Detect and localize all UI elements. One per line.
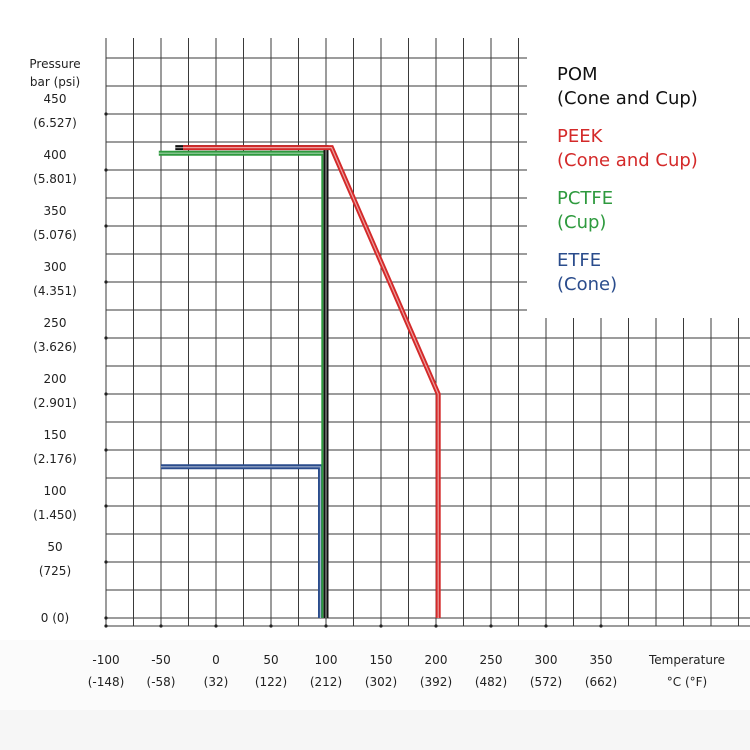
x-tick-dot bbox=[599, 624, 603, 628]
x-tick-label: 0 bbox=[212, 653, 220, 667]
x-tick-label-fahrenheit: (32) bbox=[204, 675, 229, 689]
x-tick-label: -50 bbox=[151, 653, 171, 667]
x-tick-label-fahrenheit: (572) bbox=[530, 675, 562, 689]
x-tick-label: 250 bbox=[480, 653, 503, 667]
y-tick-dot bbox=[104, 336, 108, 340]
x-tick-dot bbox=[379, 624, 383, 628]
y-tick-label: 0 (0) bbox=[41, 611, 69, 625]
y-axis-label-line1: Pressure bbox=[29, 57, 80, 71]
y-tick-label-psi: (725) bbox=[39, 564, 71, 578]
x-tick-label-fahrenheit: (302) bbox=[365, 675, 397, 689]
y-tick-label-psi: (3.626) bbox=[33, 340, 77, 354]
y-tick-label: 50 bbox=[47, 540, 62, 554]
x-tick-label: 300 bbox=[535, 653, 558, 667]
legend-box bbox=[527, 38, 750, 318]
x-tick-dot bbox=[104, 624, 108, 628]
x-tick-dot bbox=[544, 624, 548, 628]
y-tick-label-psi: (2.901) bbox=[33, 396, 77, 410]
y-axis-label-line2: bar (psi) bbox=[30, 75, 80, 89]
x-tick-label-fahrenheit: (662) bbox=[585, 675, 617, 689]
y-tick-dot bbox=[104, 560, 108, 564]
x-tick-label-fahrenheit: (482) bbox=[475, 675, 507, 689]
x-axis-label-line2: °C (°F) bbox=[667, 675, 707, 689]
y-tick-dot bbox=[104, 224, 108, 228]
legend-entry-sub: (Cone and Cup) bbox=[557, 150, 698, 171]
x-tick-dot bbox=[324, 624, 328, 628]
x-tick-label: 50 bbox=[263, 653, 278, 667]
series-highlight-peek bbox=[183, 147, 439, 618]
legend-entry-sub: (Cone) bbox=[557, 274, 617, 295]
y-tick-label-psi: (2.176) bbox=[33, 452, 77, 466]
x-tick-label-fahrenheit: (392) bbox=[420, 675, 452, 689]
x-tick-dot bbox=[214, 624, 218, 628]
x-tick-dot bbox=[434, 624, 438, 628]
y-tick-dot bbox=[104, 448, 108, 452]
y-tick-label: 400 bbox=[44, 148, 67, 162]
x-tick-label: 150 bbox=[370, 653, 393, 667]
x-tick-label: 350 bbox=[590, 653, 613, 667]
bottom-band bbox=[0, 710, 750, 750]
x-tick-label-fahrenheit: (-58) bbox=[147, 675, 176, 689]
x-axis-label-line1: Temperature bbox=[648, 653, 725, 667]
legend-entry-name: PEEK bbox=[557, 126, 604, 147]
x-tick-label: 100 bbox=[315, 653, 338, 667]
legend-entry-name: POM bbox=[557, 64, 598, 85]
y-tick-dot bbox=[104, 168, 108, 172]
y-tick-dot bbox=[104, 112, 108, 116]
legend-entry-sub: (Cup) bbox=[557, 212, 606, 233]
y-tick-label: 200 bbox=[44, 372, 67, 386]
legend-entry-name: PCTFE bbox=[557, 188, 613, 209]
y-tick-label: 150 bbox=[44, 428, 67, 442]
y-tick-label: 450 bbox=[44, 92, 67, 106]
y-tick-label: 300 bbox=[44, 260, 67, 274]
x-tick-label-fahrenheit: (212) bbox=[310, 675, 342, 689]
x-tick-label-fahrenheit: (-148) bbox=[88, 675, 125, 689]
x-tick-dot bbox=[159, 624, 163, 628]
x-tick-label-fahrenheit: (122) bbox=[255, 675, 287, 689]
y-tick-dot bbox=[104, 280, 108, 284]
y-tick-label-psi: (5.801) bbox=[33, 172, 77, 186]
x-tick-dot bbox=[269, 624, 273, 628]
legend-entry-sub: (Cone and Cup) bbox=[557, 88, 698, 109]
x-tick-label: 200 bbox=[425, 653, 448, 667]
series-highlight-etfe bbox=[161, 466, 322, 618]
y-tick-dot bbox=[104, 392, 108, 396]
y-tick-label: 100 bbox=[44, 484, 67, 498]
axis-band bbox=[0, 640, 750, 710]
y-tick-label-psi: (5.076) bbox=[33, 228, 77, 242]
y-tick-label: 350 bbox=[44, 204, 67, 218]
y-tick-label-psi: (1.450) bbox=[33, 508, 77, 522]
y-tick-dot bbox=[104, 504, 108, 508]
x-tick-label: -100 bbox=[92, 653, 119, 667]
y-tick-label: 250 bbox=[44, 316, 67, 330]
y-tick-label-psi: (4.351) bbox=[33, 284, 77, 298]
y-tick-dot bbox=[104, 616, 108, 620]
y-tick-label-psi: (6.527) bbox=[33, 116, 77, 130]
x-tick-dot bbox=[489, 624, 493, 628]
legend-entry-name: ETFE bbox=[557, 250, 601, 271]
